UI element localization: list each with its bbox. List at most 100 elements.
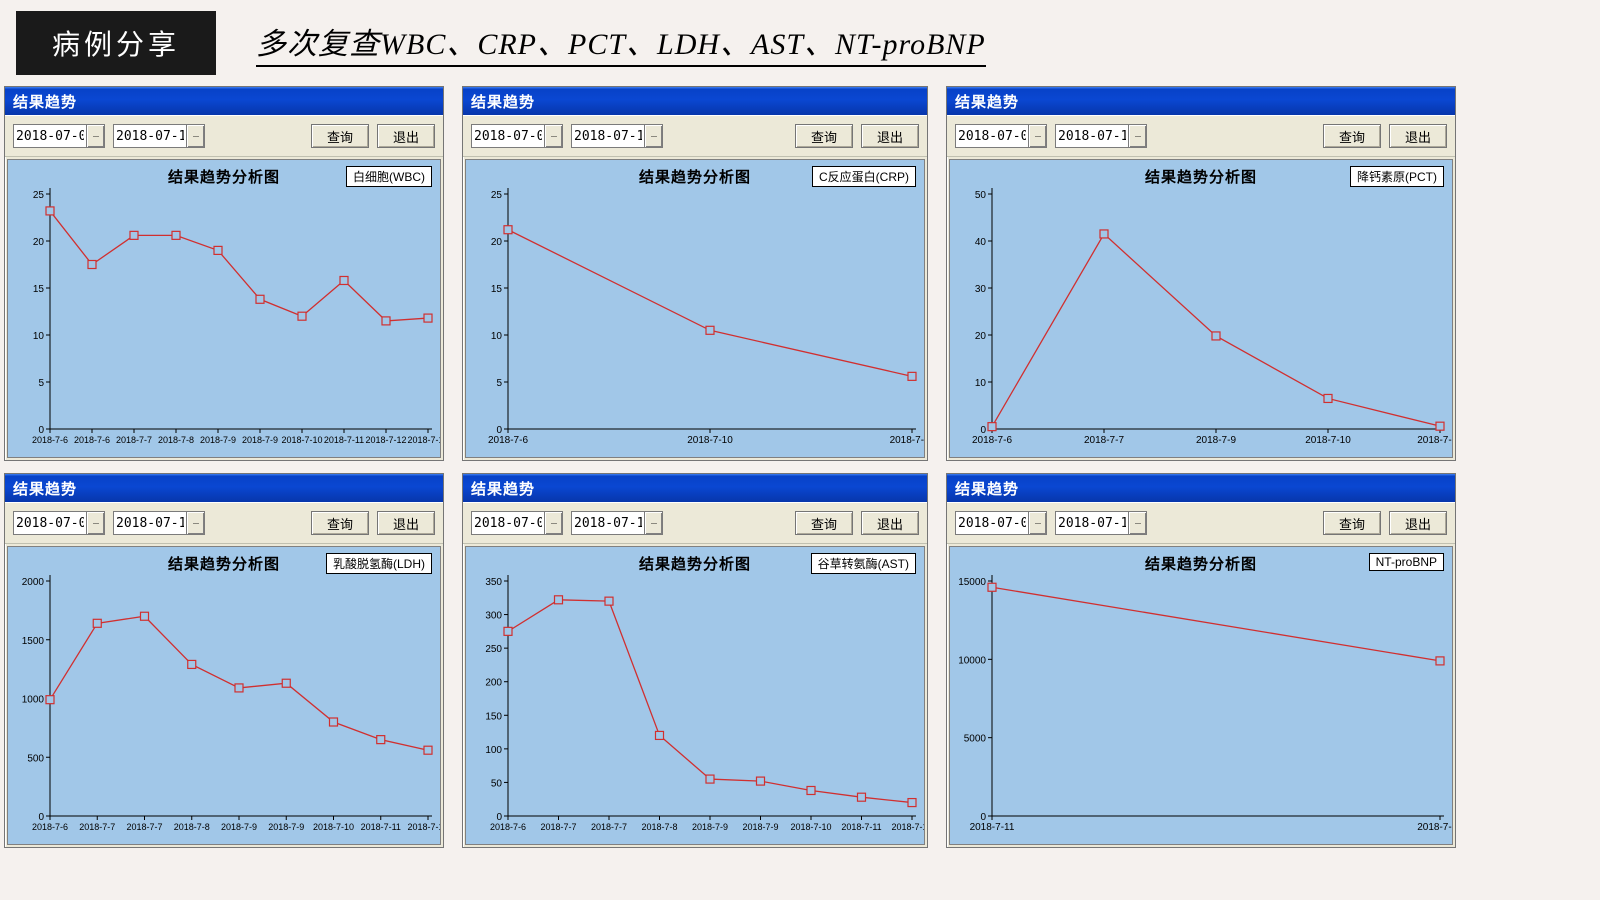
window-title: 结果趋势 xyxy=(13,91,77,112)
svg-text:2018-7-15: 2018-7-15 xyxy=(1417,822,1452,833)
date-to-input[interactable] xyxy=(114,514,186,533)
date-to-field[interactable]: ··· xyxy=(571,511,663,535)
result-trend-panel: 结果趋势 ··· ··· 查询 退出 结果趋势分析图 NT-proBNP 050… xyxy=(946,473,1456,848)
date-picker-icon[interactable]: ··· xyxy=(644,512,662,534)
date-picker-icon[interactable]: ··· xyxy=(1028,125,1046,147)
svg-text:2018-7-10: 2018-7-10 xyxy=(313,822,354,832)
date-to-field[interactable]: ··· xyxy=(113,124,205,148)
date-picker-icon[interactable]: ··· xyxy=(86,125,104,147)
window-title: 结果趋势 xyxy=(471,91,535,112)
svg-text:2018-7-6: 2018-7-6 xyxy=(74,435,110,445)
date-picker-icon[interactable]: ··· xyxy=(86,512,104,534)
date-to-input[interactable] xyxy=(572,514,644,533)
svg-text:2018-7-12: 2018-7-12 xyxy=(365,435,406,445)
result-trend-panel: 结果趋势 ··· ··· 查询 退出 结果趋势分析图 白细胞(WBC) 0510… xyxy=(4,86,444,461)
window-titlebar: 结果趋势 xyxy=(947,87,1455,115)
toolbar: ··· ··· 查询 退出 xyxy=(463,115,927,157)
date-from-input[interactable] xyxy=(956,127,1028,146)
exit-button[interactable]: 退出 xyxy=(377,124,435,148)
svg-text:2018-7-9: 2018-7-9 xyxy=(1196,435,1236,446)
svg-text:15: 15 xyxy=(33,284,45,295)
chart-area: 结果趋势分析图 降钙素原(PCT) 010203040502018-7-6201… xyxy=(949,159,1453,458)
query-button[interactable]: 查询 xyxy=(795,511,853,535)
svg-text:2018-7-7: 2018-7-7 xyxy=(79,822,115,832)
date-to-field[interactable]: ··· xyxy=(1055,124,1147,148)
exit-button[interactable]: 退出 xyxy=(377,511,435,535)
date-from-input[interactable] xyxy=(14,127,86,146)
query-button[interactable]: 查询 xyxy=(311,124,369,148)
date-from-field[interactable]: ··· xyxy=(471,124,563,148)
date-picker-icon[interactable]: ··· xyxy=(186,512,204,534)
svg-text:2018-7-13: 2018-7-13 xyxy=(1417,435,1452,446)
date-picker-icon[interactable]: ··· xyxy=(1028,512,1046,534)
svg-text:15: 15 xyxy=(491,284,503,295)
date-from-input[interactable] xyxy=(956,514,1028,533)
date-from-field[interactable]: ··· xyxy=(955,511,1047,535)
svg-text:2018-7-12: 2018-7-12 xyxy=(407,822,440,832)
svg-text:30: 30 xyxy=(975,284,987,295)
line-chart: 05101520252018-7-62018-7-62018-7-72018-7… xyxy=(8,160,440,457)
svg-text:2018-7-10: 2018-7-10 xyxy=(687,435,733,446)
exit-button[interactable]: 退出 xyxy=(861,124,919,148)
date-from-input[interactable] xyxy=(14,514,86,533)
date-to-input[interactable] xyxy=(1056,514,1128,533)
query-button[interactable]: 查询 xyxy=(311,511,369,535)
svg-text:250: 250 xyxy=(485,644,502,655)
svg-text:10: 10 xyxy=(975,378,987,389)
date-picker-icon[interactable]: ··· xyxy=(544,125,562,147)
svg-text:1500: 1500 xyxy=(22,636,45,647)
date-to-field[interactable]: ··· xyxy=(1055,511,1147,535)
date-from-input[interactable] xyxy=(472,514,544,533)
svg-text:2018-7-6: 2018-7-6 xyxy=(488,435,528,446)
svg-text:20: 20 xyxy=(33,237,45,248)
svg-text:2018-7-12: 2018-7-12 xyxy=(891,822,924,832)
svg-text:40: 40 xyxy=(975,237,987,248)
svg-text:2018-7-10: 2018-7-10 xyxy=(790,822,831,832)
date-picker-icon[interactable]: ··· xyxy=(644,125,662,147)
window-titlebar: 结果趋势 xyxy=(463,87,927,115)
chart-grid: 结果趋势 ··· ··· 查询 退出 结果趋势分析图 白细胞(WBC) 0510… xyxy=(0,86,1600,848)
window-title: 结果趋势 xyxy=(471,478,535,499)
query-button[interactable]: 查询 xyxy=(1323,124,1381,148)
svg-text:2018-7-7: 2018-7-7 xyxy=(540,822,576,832)
date-from-input[interactable] xyxy=(472,127,544,146)
exit-button[interactable]: 退出 xyxy=(1389,124,1447,148)
date-picker-icon[interactable]: ··· xyxy=(1128,512,1146,534)
date-from-field[interactable]: ··· xyxy=(471,511,563,535)
svg-text:5000: 5000 xyxy=(964,734,987,745)
date-from-field[interactable]: ··· xyxy=(955,124,1047,148)
svg-text:2018-7-6: 2018-7-6 xyxy=(32,435,68,445)
date-from-field[interactable]: ··· xyxy=(13,511,105,535)
svg-text:2018-7-11: 2018-7-11 xyxy=(970,822,1015,833)
line-chart: 05001000150020002018-7-62018-7-72018-7-7… xyxy=(8,547,440,844)
date-to-field[interactable]: ··· xyxy=(571,124,663,148)
date-from-field[interactable]: ··· xyxy=(13,124,105,148)
date-picker-icon[interactable]: ··· xyxy=(1128,125,1146,147)
date-picker-icon[interactable]: ··· xyxy=(544,512,562,534)
svg-text:2018-7-7: 2018-7-7 xyxy=(116,435,152,445)
date-to-input[interactable] xyxy=(1056,127,1128,146)
date-to-input[interactable] xyxy=(114,127,186,146)
date-to-input[interactable] xyxy=(572,127,644,146)
svg-text:50: 50 xyxy=(491,778,503,789)
toolbar: ··· ··· 查询 退出 xyxy=(947,502,1455,544)
svg-text:10: 10 xyxy=(33,331,45,342)
svg-text:5: 5 xyxy=(38,378,44,389)
toolbar: ··· ··· 查询 退出 xyxy=(947,115,1455,157)
svg-text:2018-7-6: 2018-7-6 xyxy=(32,822,68,832)
svg-text:2018-7-7: 2018-7-7 xyxy=(126,822,162,832)
exit-button[interactable]: 退出 xyxy=(1389,511,1447,535)
query-button[interactable]: 查询 xyxy=(795,124,853,148)
result-trend-panel: 结果趋势 ··· ··· 查询 退出 结果趋势分析图 谷草转氨酶(AST) 05… xyxy=(462,473,928,848)
date-to-field[interactable]: ··· xyxy=(113,511,205,535)
date-picker-icon[interactable]: ··· xyxy=(186,125,204,147)
svg-text:2018-7-11: 2018-7-11 xyxy=(841,822,881,832)
line-chart: 0500010000150002018-7-112018-7-15 xyxy=(950,547,1452,844)
exit-button[interactable]: 退出 xyxy=(861,511,919,535)
svg-text:2018-7-13: 2018-7-13 xyxy=(407,435,440,445)
query-button[interactable]: 查询 xyxy=(1323,511,1381,535)
svg-text:10: 10 xyxy=(491,331,503,342)
window-title: 结果趋势 xyxy=(955,91,1019,112)
svg-text:2018-7-8: 2018-7-8 xyxy=(641,822,677,832)
window-titlebar: 结果趋势 xyxy=(5,87,443,115)
